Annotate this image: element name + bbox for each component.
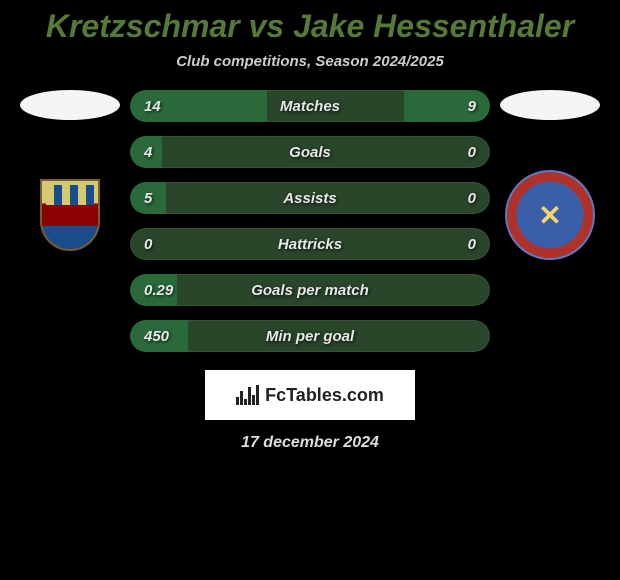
branding-box: FcTables.com bbox=[205, 370, 415, 420]
comparison-area: 14 Matches 9 4 Goals 0 5 Assists 0 0 Hat… bbox=[0, 90, 620, 352]
stat-label: Hattricks bbox=[278, 236, 342, 253]
club-right-crest bbox=[505, 170, 595, 260]
stat-value-right: 0 bbox=[468, 236, 476, 253]
club-left-crest bbox=[25, 170, 115, 260]
stat-value-left: 0.29 bbox=[144, 282, 173, 299]
stat-value-right: 0 bbox=[468, 190, 476, 207]
stat-label: Goals per match bbox=[251, 282, 369, 299]
stat-row: 450 Min per goal bbox=[130, 320, 490, 352]
bars-icon bbox=[236, 385, 259, 405]
stat-label: Goals bbox=[289, 144, 331, 161]
stat-value-left: 4 bbox=[144, 144, 152, 161]
branding-text: FcTables.com bbox=[265, 385, 384, 406]
stat-value-left: 450 bbox=[144, 328, 169, 345]
shield-icon bbox=[40, 179, 100, 251]
stat-row: 14 Matches 9 bbox=[130, 90, 490, 122]
stat-label: Matches bbox=[280, 98, 340, 115]
page-subtitle: Club competitions, Season 2024/2025 bbox=[0, 53, 620, 70]
player-left-avatar bbox=[20, 90, 120, 120]
stat-label: Assists bbox=[283, 190, 336, 207]
player-right-column bbox=[490, 90, 610, 260]
stat-value-right: 9 bbox=[468, 98, 476, 115]
stat-row: 0 Hattricks 0 bbox=[130, 228, 490, 260]
stat-value-right: 0 bbox=[468, 144, 476, 161]
player-left-column bbox=[10, 90, 130, 260]
stat-bars: 14 Matches 9 4 Goals 0 5 Assists 0 0 Hat… bbox=[130, 90, 490, 352]
stat-row: 4 Goals 0 bbox=[130, 136, 490, 168]
badge-icon bbox=[505, 170, 595, 260]
stat-label: Min per goal bbox=[266, 328, 354, 345]
stat-value-left: 5 bbox=[144, 190, 152, 207]
page-title: Kretzschmar vs Jake Hessenthaler bbox=[0, 0, 620, 45]
bar-fill-right bbox=[404, 90, 490, 122]
stat-value-left: 0 bbox=[144, 236, 152, 253]
player-right-avatar bbox=[500, 90, 600, 120]
stat-row: 0.29 Goals per match bbox=[130, 274, 490, 306]
footer-date: 17 december 2024 bbox=[0, 434, 620, 452]
stat-value-left: 14 bbox=[144, 98, 161, 115]
stat-row: 5 Assists 0 bbox=[130, 182, 490, 214]
